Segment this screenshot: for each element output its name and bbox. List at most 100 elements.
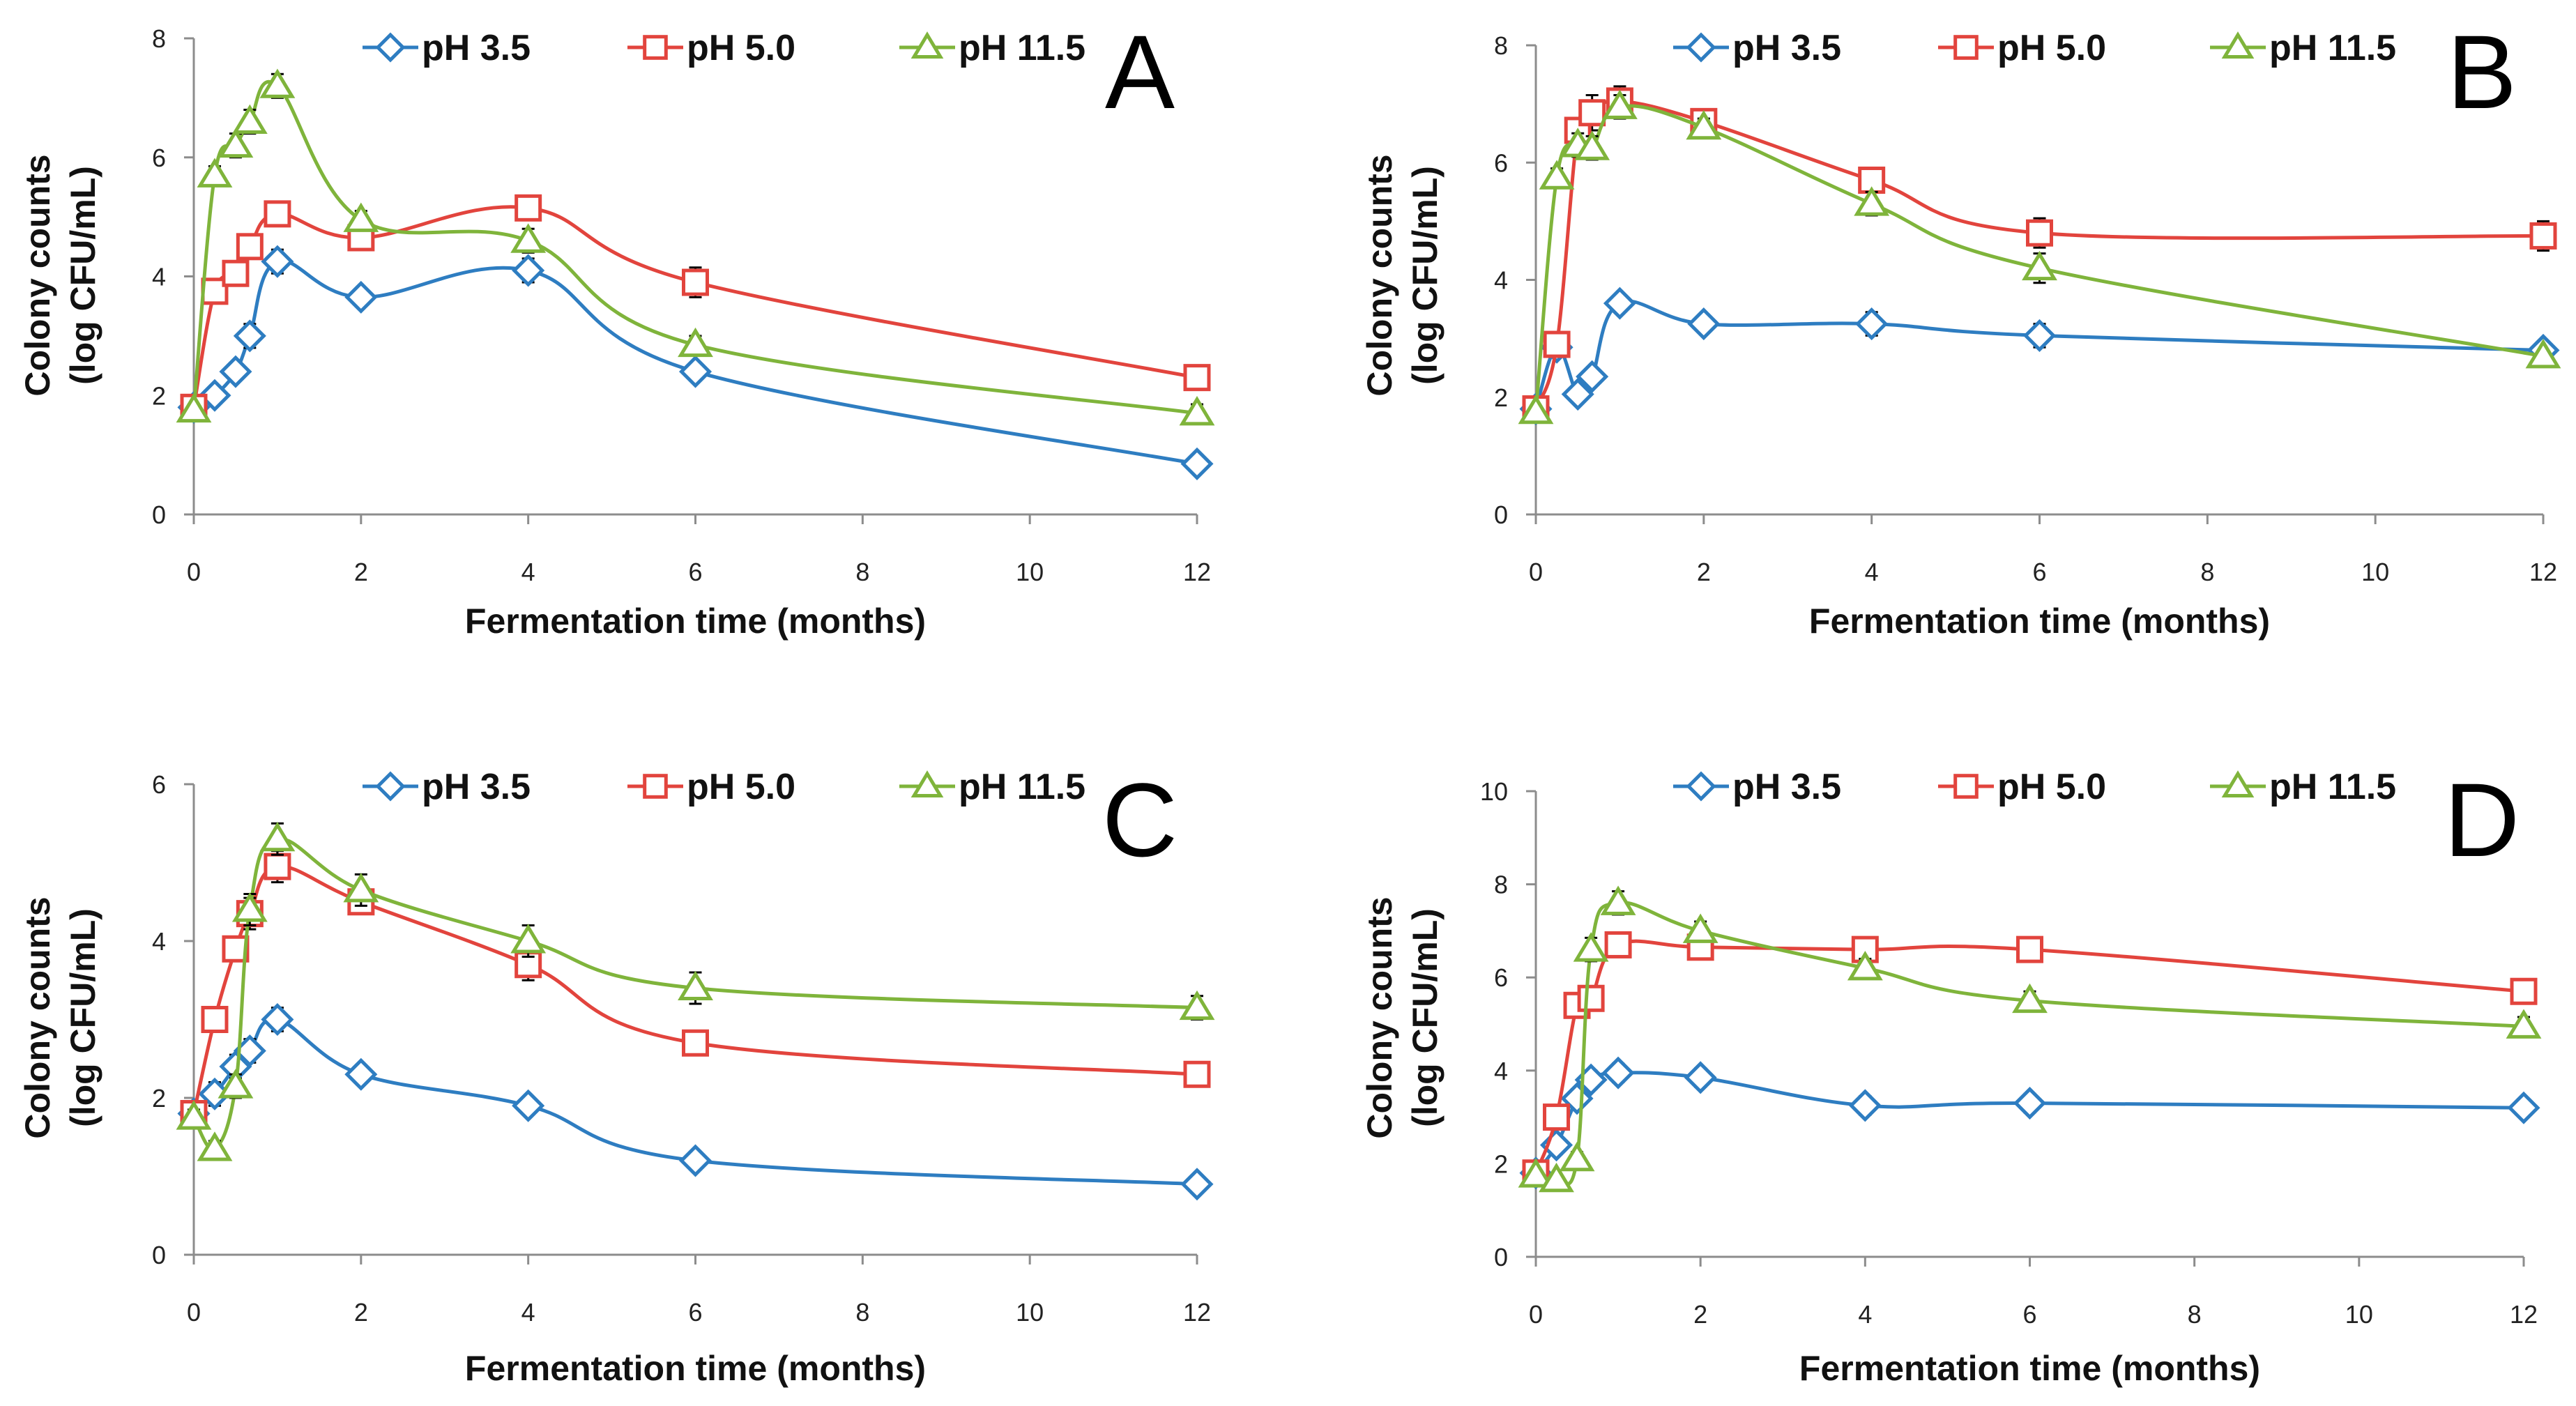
data-point — [344, 1057, 378, 1091]
legend-item: pH 5.0 — [1938, 767, 2106, 807]
x-tick-label: 0 — [187, 1298, 201, 1327]
data-point — [1682, 913, 1718, 943]
data-point — [1183, 364, 1211, 392]
legend-marker — [2221, 31, 2255, 59]
data-point — [218, 1069, 254, 1099]
legend-marker — [643, 35, 668, 60]
data-point — [197, 1131, 233, 1161]
x-tick-label: 8 — [855, 1298, 869, 1327]
x-tick-label: 10 — [1016, 1298, 1044, 1327]
data-point — [2529, 222, 2557, 250]
data-point — [682, 1029, 709, 1057]
series-ph-5-0 — [1522, 931, 2538, 1187]
data-point — [1602, 89, 1638, 119]
data-point — [1183, 1060, 1211, 1088]
data-point — [1686, 109, 1722, 140]
legend-marker — [910, 770, 944, 797]
y-axis-title-line2: (log CFU/mL) — [63, 166, 102, 385]
x-tick-label: 0 — [187, 558, 201, 586]
x-tick-label: 8 — [2188, 1300, 2202, 1329]
data-point — [236, 233, 264, 261]
data-point — [2507, 1091, 2540, 1124]
legend-item: pH 11.5 — [2210, 767, 2396, 807]
x-tick-label: 10 — [1016, 558, 1044, 586]
y-tick-label: 6 — [1494, 148, 1508, 177]
legend-item: pH 3.5 — [363, 28, 531, 68]
data-point — [201, 1006, 229, 1033]
chart-panel-c: 0 2 4 6 0 2 4 6 8 10 12 Fermentation time (months) C… — [18, 761, 1215, 1388]
x-tick-label: 4 — [521, 1298, 535, 1327]
legend-label: pH 5.0 — [1997, 767, 2106, 807]
data-point — [1573, 932, 1609, 962]
x-tick-label: 10 — [2361, 558, 2389, 586]
x-tick-label: 6 — [688, 1298, 702, 1327]
data-point — [515, 194, 542, 222]
data-point — [219, 355, 252, 388]
legend-label: pH 3.5 — [1732, 28, 1841, 68]
data-point — [1539, 1162, 1574, 1193]
data-point — [1847, 950, 1883, 981]
y-tick-label: 2 — [152, 381, 166, 410]
data-point — [510, 223, 547, 253]
y-tick-label: 0 — [152, 1241, 166, 1269]
x-tick-label: 4 — [1865, 558, 1879, 586]
x-tick-label: 4 — [521, 558, 535, 586]
x-axis-title: Fermentation time (months) — [1799, 1349, 2260, 1388]
y-axis-title-line2: (log CFU/mL) — [63, 908, 102, 1127]
data-point — [1601, 1056, 1635, 1090]
y-axis-title-line1: Colony counts — [1360, 154, 1399, 396]
x-tick-label: 6 — [2022, 1300, 2036, 1329]
panel-letter: A — [1105, 13, 1175, 130]
legend-item: pH 5.0 — [627, 767, 795, 807]
data-point — [2012, 983, 2048, 1014]
y-tick-label: 8 — [152, 24, 166, 53]
data-point — [343, 202, 379, 232]
x-tick-label: 0 — [1529, 1300, 1543, 1329]
panel-letter: D — [2444, 761, 2520, 878]
x-tick-label: 0 — [1529, 558, 1543, 586]
data-point — [231, 104, 268, 135]
series-ph-3-5 — [1519, 1056, 2540, 1190]
series-ph-11-5 — [176, 68, 1215, 426]
data-point — [1179, 396, 1215, 426]
data-point — [344, 280, 378, 314]
panel-letter: B — [2447, 13, 2517, 130]
data-point — [343, 873, 379, 903]
x-tick-label: 6 — [2032, 558, 2046, 586]
x-tick-label: 10 — [2345, 1300, 2373, 1329]
data-point — [2013, 1087, 2047, 1120]
data-point — [2022, 319, 2057, 352]
y-tick-label: 0 — [152, 500, 166, 529]
legend-marker — [2221, 770, 2255, 797]
panel-letter: C — [1102, 761, 1178, 878]
series-ph-11-5 — [1518, 885, 2542, 1193]
chart-panel-a: 0 2 4 6 8 0 2 4 6 8 10 12 Fermentation time (months)… — [18, 13, 1215, 641]
x-tick-label: 12 — [1183, 1298, 1211, 1327]
data-point — [264, 200, 291, 228]
y-tick-label: 4 — [1494, 266, 1508, 295]
legend-marker — [375, 32, 406, 63]
legend-item: pH 11.5 — [899, 767, 1085, 807]
chart-panel-d: 0 2 4 6 8 10 0 2 4 6 8 10 12 Fermentation time (month… — [1360, 761, 2542, 1388]
y-tick-label: 8 — [1494, 871, 1508, 899]
data-point — [1543, 330, 1571, 358]
data-point — [1561, 378, 1594, 411]
x-axis-title: Fermentation time (months) — [465, 602, 926, 641]
legend-marker — [1686, 771, 1716, 802]
chart-panel-b: 0 2 4 6 8 0 2 4 6 8 10 12 Fermentation time (months)… — [1360, 13, 2561, 641]
y-axis-title-line1: Colony counts — [18, 154, 57, 396]
legend-marker — [1686, 32, 1716, 63]
data-point — [2506, 1009, 2542, 1039]
x-tick-label: 12 — [2510, 1300, 2538, 1329]
data-point — [218, 128, 254, 158]
data-point — [1855, 307, 1889, 341]
data-point — [1604, 931, 1632, 958]
data-point — [259, 68, 296, 98]
y-tick-label: 4 — [1494, 1057, 1508, 1085]
series-line — [192, 79, 1198, 415]
x-tick-label: 12 — [2529, 558, 2557, 586]
legend-marker — [910, 31, 944, 59]
y-tick-label: 2 — [1494, 1149, 1508, 1178]
data-point — [1576, 360, 1609, 393]
